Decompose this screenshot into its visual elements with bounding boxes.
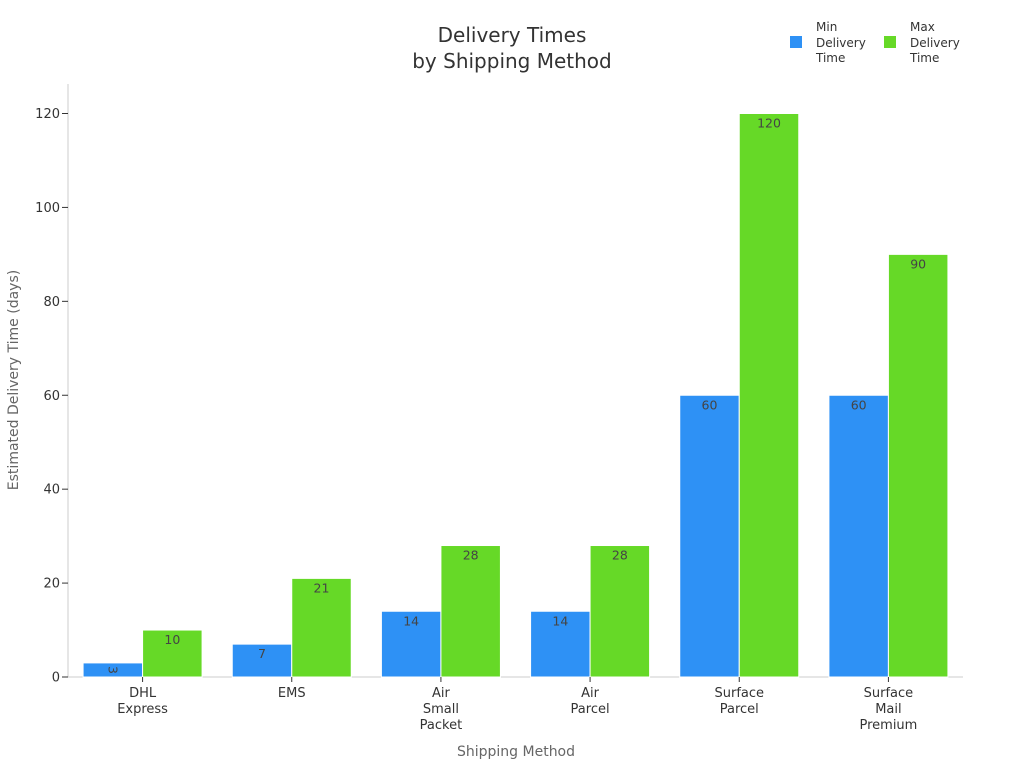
x-tick-label: Surface xyxy=(864,686,914,701)
chart-title-line-1: Delivery Times xyxy=(438,23,587,47)
x-axis-title: Shipping Method xyxy=(457,744,575,760)
legend-label-min-line-1: Min xyxy=(816,20,837,34)
legend: Min Delivery Time Max Delivery Time xyxy=(790,20,960,65)
x-tick-label: Surface xyxy=(714,686,764,701)
bar-value-label: 14 xyxy=(552,613,568,628)
chart-title-line-2: by Shipping Method xyxy=(412,49,612,73)
legend-label-max-line-2: Delivery xyxy=(910,36,960,50)
bar-min xyxy=(530,610,591,678)
bar-max xyxy=(738,113,800,678)
x-tick-label: Premium xyxy=(859,718,917,733)
bar-max xyxy=(291,577,352,678)
x-tick-label: Air xyxy=(432,686,451,701)
y-tick-label: 40 xyxy=(43,483,60,498)
bar-value-label: 120 xyxy=(757,116,781,131)
bar-min xyxy=(828,394,889,678)
legend-label-min-line-3: Time xyxy=(815,51,845,65)
legend-label-min-line-2: Delivery xyxy=(816,36,866,50)
bar-value-label: 3 xyxy=(105,666,120,674)
legend-swatch-min xyxy=(790,36,802,48)
bar-max xyxy=(887,253,949,678)
bar-value-label: 21 xyxy=(314,580,330,595)
x-tick-label: DHL xyxy=(129,686,157,701)
x-tick-label: Packet xyxy=(420,718,463,733)
bar-value-label: 60 xyxy=(702,397,718,412)
bar-max xyxy=(142,629,203,678)
x-tick-label: EMS xyxy=(278,686,306,701)
bar-max xyxy=(440,545,501,678)
bar-value-label: 90 xyxy=(910,256,926,271)
y-tick-label: 80 xyxy=(43,295,60,310)
y-tick-label: 100 xyxy=(35,201,60,216)
legend-swatch-max xyxy=(884,36,896,48)
legend-label-max-line-1: Max xyxy=(910,20,935,34)
y-tick-label: 20 xyxy=(43,577,60,592)
x-tick-label: Mail xyxy=(875,702,901,717)
x-tick-label: Parcel xyxy=(571,702,610,717)
bar-min xyxy=(231,643,293,678)
y-axis-title: Estimated Delivery Time (days) xyxy=(6,270,22,490)
bar-value-label: 28 xyxy=(612,548,628,563)
x-tick-label: Express xyxy=(117,702,168,717)
bar-value-label: 14 xyxy=(403,613,419,628)
y-tick-label: 120 xyxy=(35,107,60,122)
bar-value-label: 60 xyxy=(851,397,867,412)
bar-min xyxy=(679,394,740,678)
x-tick-label: Parcel xyxy=(720,702,759,717)
bar-value-label: 28 xyxy=(463,548,479,563)
y-tick-label: 60 xyxy=(43,389,60,404)
x-tick-label: Small xyxy=(423,702,459,717)
bar-value-label: 10 xyxy=(164,632,180,647)
bar-max xyxy=(589,545,651,678)
bar-value-label: 7 xyxy=(258,646,266,661)
legend-label-max-line-3: Time xyxy=(909,51,939,65)
x-tick-label: Air xyxy=(581,686,600,701)
y-tick-label: 0 xyxy=(52,671,60,686)
